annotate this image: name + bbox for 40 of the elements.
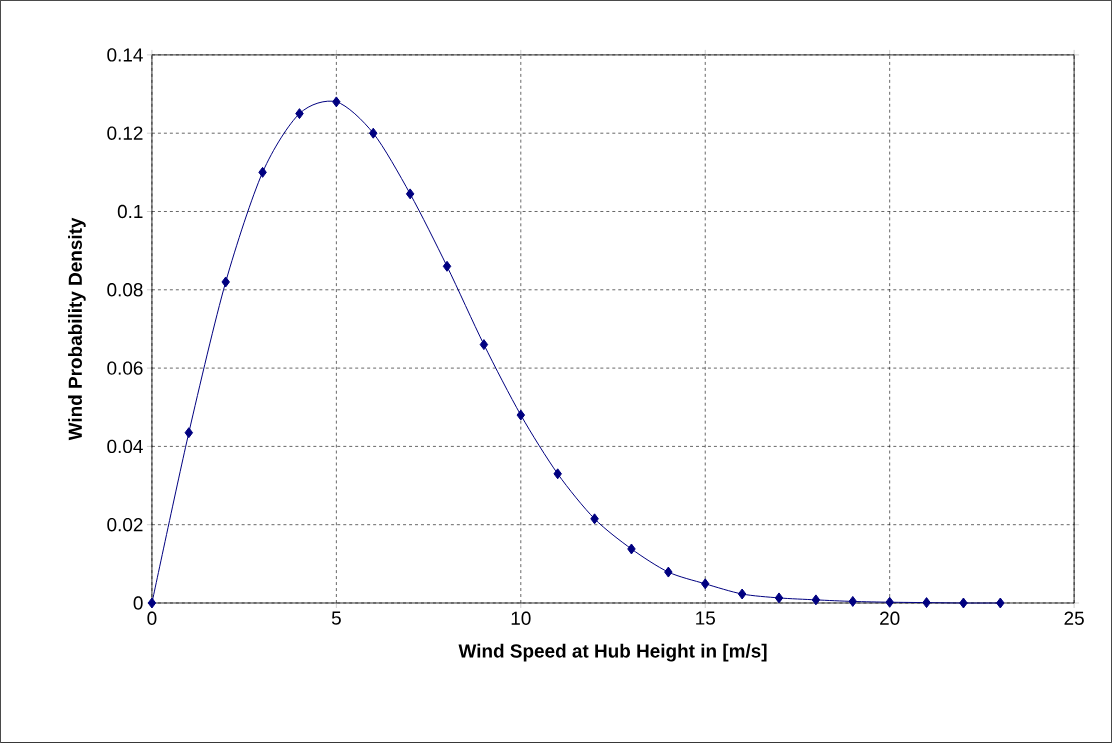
point bbox=[922, 597, 931, 609]
x-tick-label: 15 bbox=[696, 611, 715, 625]
point bbox=[295, 108, 304, 120]
y-tick-label: 0.04 bbox=[107, 439, 143, 454]
point bbox=[147, 597, 157, 609]
x-tick-label: 5 bbox=[331, 611, 341, 625]
y-tick-label: 0.12 bbox=[107, 126, 143, 140]
point bbox=[221, 276, 230, 288]
point bbox=[369, 127, 378, 139]
point bbox=[442, 260, 452, 272]
point bbox=[258, 166, 267, 178]
x-tick-label: 25 bbox=[1064, 611, 1084, 625]
point bbox=[701, 578, 710, 590]
point bbox=[885, 596, 894, 608]
point bbox=[479, 339, 489, 351]
point bbox=[848, 595, 858, 607]
y-tick-label: 0.08 bbox=[107, 283, 143, 297]
y-tick-label: 0 bbox=[133, 596, 143, 610]
point bbox=[184, 427, 194, 439]
point bbox=[737, 588, 747, 600]
point bbox=[627, 543, 636, 555]
point bbox=[590, 513, 599, 525]
y-axis-title: Wind Probability Density bbox=[68, 217, 86, 441]
point bbox=[516, 409, 526, 421]
y-tick-label: 0.14 bbox=[107, 48, 143, 62]
point bbox=[774, 592, 784, 604]
point bbox=[811, 594, 821, 606]
x-axis-title: Wind Speed at Hub Height in [m/s] bbox=[458, 643, 767, 662]
point bbox=[405, 188, 415, 200]
x-tick-label: 0 bbox=[147, 611, 157, 625]
x-tick-label: 10 bbox=[511, 611, 531, 625]
point bbox=[664, 566, 673, 578]
y-tick-label: 0.02 bbox=[107, 518, 143, 532]
y-tick-label: 0.06 bbox=[107, 361, 143, 375]
x-tick-label: 20 bbox=[880, 611, 900, 625]
point bbox=[959, 597, 968, 609]
point bbox=[332, 96, 341, 108]
point bbox=[996, 597, 1005, 609]
y-tick-label: 0.1 bbox=[117, 204, 143, 219]
point bbox=[553, 468, 562, 480]
